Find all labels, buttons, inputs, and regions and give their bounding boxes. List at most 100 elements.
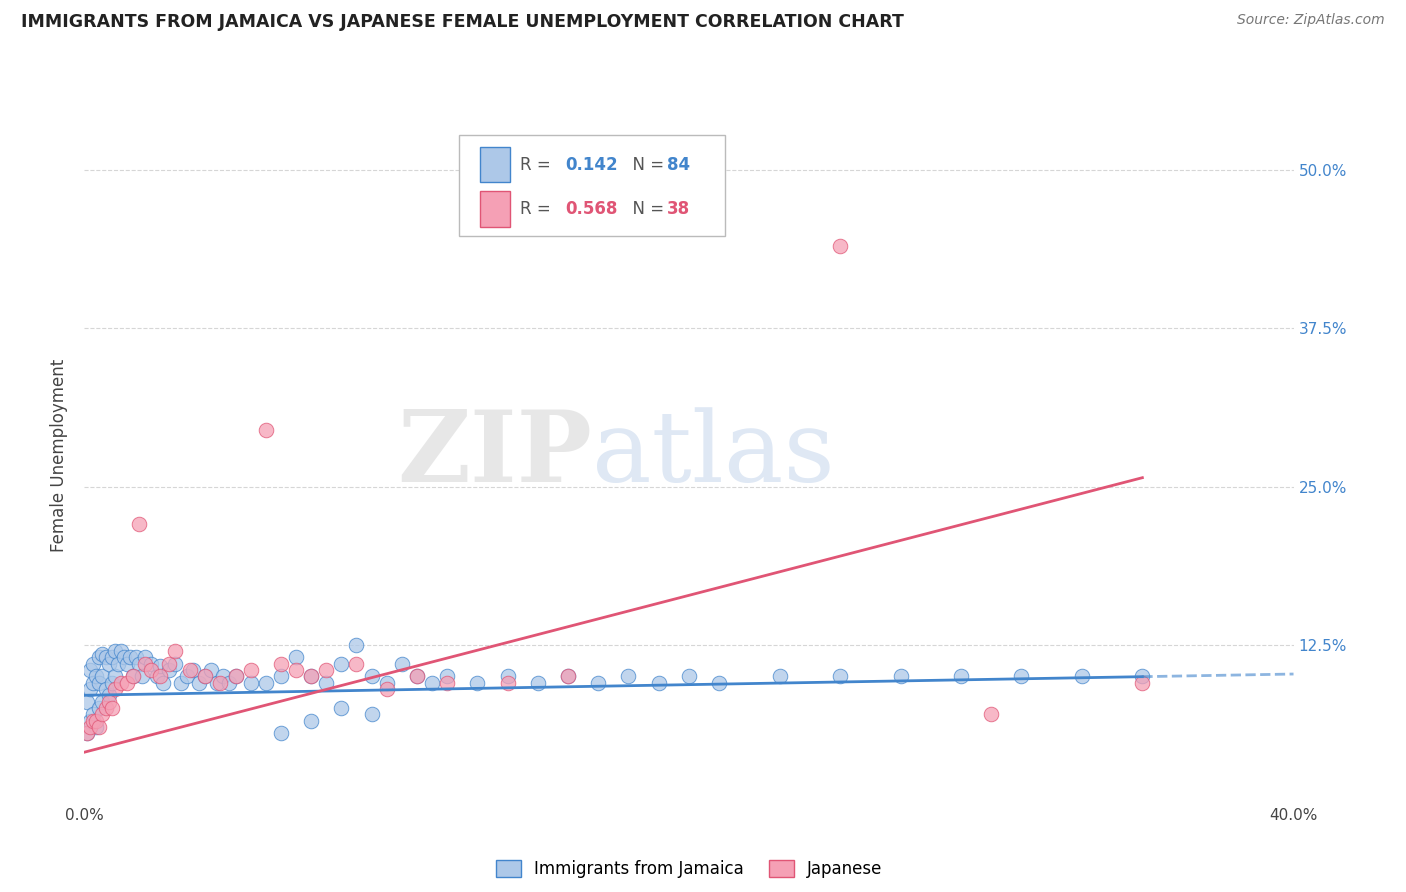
Point <box>194 669 217 683</box>
Point <box>149 659 172 673</box>
Text: N =: N = <box>623 200 669 218</box>
Point <box>420 675 443 690</box>
Point <box>91 647 114 661</box>
Point <box>134 650 156 665</box>
Point <box>179 663 201 677</box>
Point <box>1011 669 1033 683</box>
Point <box>239 675 262 690</box>
Point <box>89 650 111 665</box>
Point <box>360 707 382 722</box>
Point <box>139 663 162 677</box>
Point <box>146 669 169 683</box>
Point <box>527 675 550 690</box>
Point <box>225 669 247 683</box>
Point <box>299 669 322 683</box>
Point <box>82 707 104 722</box>
Point <box>157 657 180 671</box>
Point <box>107 657 129 671</box>
Point <box>91 669 114 683</box>
Point <box>165 657 187 671</box>
Point <box>1071 669 1094 683</box>
Text: atlas: atlas <box>592 407 835 503</box>
Point <box>128 517 150 532</box>
Point <box>830 669 852 683</box>
Point <box>112 650 135 665</box>
Point <box>375 681 398 696</box>
Point <box>1130 675 1153 690</box>
Point <box>104 681 127 696</box>
Point <box>406 669 429 683</box>
Point <box>170 675 193 690</box>
Point <box>285 663 308 677</box>
Y-axis label: Female Unemployment: Female Unemployment <box>51 359 69 551</box>
Text: 38: 38 <box>668 200 690 218</box>
Point <box>496 669 519 683</box>
Point <box>648 675 671 690</box>
Point <box>152 675 174 690</box>
Point <box>980 707 1002 722</box>
Point <box>79 720 101 734</box>
Point <box>94 701 117 715</box>
Point <box>125 650 148 665</box>
Point <box>110 675 132 690</box>
Point <box>200 663 222 677</box>
Point <box>121 669 143 683</box>
FancyBboxPatch shape <box>460 135 725 235</box>
FancyBboxPatch shape <box>479 191 510 227</box>
Point <box>496 675 519 690</box>
Point <box>588 675 610 690</box>
Point <box>225 669 247 683</box>
Text: IMMIGRANTS FROM JAMAICA VS JAPANESE FEMALE UNEMPLOYMENT CORRELATION CHART: IMMIGRANTS FROM JAMAICA VS JAPANESE FEMA… <box>21 13 904 31</box>
Text: 0.568: 0.568 <box>565 200 619 218</box>
Point <box>181 663 204 677</box>
Point <box>86 714 108 728</box>
Point <box>436 669 458 683</box>
Point <box>165 644 187 658</box>
Point <box>76 726 98 740</box>
Point <box>94 681 117 696</box>
Text: Source: ZipAtlas.com: Source: ZipAtlas.com <box>1237 13 1385 28</box>
Text: 0.142: 0.142 <box>565 155 619 174</box>
Point <box>270 726 292 740</box>
Point <box>139 657 162 671</box>
Point <box>830 239 852 253</box>
Point <box>97 657 120 671</box>
Point <box>315 663 337 677</box>
Point <box>188 675 211 690</box>
Point <box>97 688 120 702</box>
FancyBboxPatch shape <box>479 147 510 183</box>
Point <box>104 644 127 658</box>
Point <box>76 695 98 709</box>
Point <box>346 657 368 671</box>
Point <box>950 669 973 683</box>
Point <box>209 675 232 690</box>
Text: R =: R = <box>520 200 555 218</box>
Point <box>285 650 308 665</box>
Point <box>94 650 117 665</box>
Point <box>254 423 277 437</box>
Point <box>100 675 122 690</box>
Point <box>82 657 104 671</box>
Point <box>89 720 111 734</box>
Point <box>82 675 104 690</box>
Point <box>270 657 292 671</box>
Point <box>436 675 458 690</box>
Point <box>360 669 382 683</box>
Point <box>239 663 262 677</box>
Point <box>617 669 640 683</box>
Point <box>330 701 353 715</box>
Point <box>89 675 111 690</box>
Point <box>91 695 114 709</box>
Point <box>86 669 108 683</box>
Point <box>406 669 429 683</box>
Point <box>100 650 122 665</box>
Point <box>104 669 127 683</box>
Legend: Immigrants from Jamaica, Japanese: Immigrants from Jamaica, Japanese <box>489 854 889 885</box>
Point <box>110 644 132 658</box>
Point <box>115 657 138 671</box>
Point <box>330 657 353 671</box>
Point <box>557 669 579 683</box>
Point <box>769 669 792 683</box>
Point <box>76 726 98 740</box>
Point <box>79 714 101 728</box>
